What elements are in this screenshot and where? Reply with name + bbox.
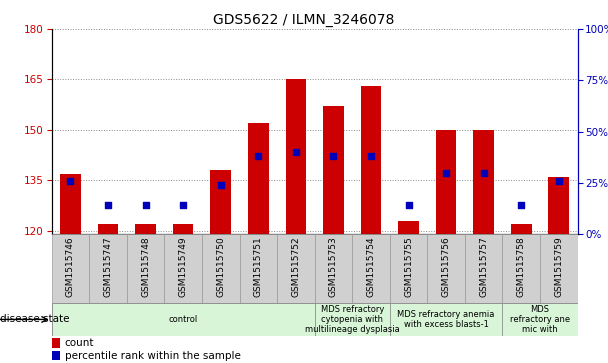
- Text: GSM1515758: GSM1515758: [517, 236, 526, 297]
- Bar: [164, 234, 202, 303]
- Bar: [127, 234, 164, 303]
- Point: [516, 203, 526, 208]
- Bar: [361, 86, 381, 234]
- Point: [328, 153, 338, 159]
- Bar: [540, 234, 578, 303]
- Bar: [98, 224, 119, 234]
- Bar: [323, 106, 344, 234]
- Bar: [315, 234, 352, 303]
- Bar: [465, 234, 502, 303]
- Point: [66, 178, 75, 184]
- Bar: [502, 234, 540, 303]
- Bar: [286, 79, 306, 234]
- Point: [254, 153, 263, 159]
- Bar: [248, 123, 269, 234]
- Point: [103, 203, 113, 208]
- Bar: [52, 338, 60, 348]
- Bar: [52, 351, 60, 360]
- Text: GDS5622 / ILMN_3246078: GDS5622 / ILMN_3246078: [213, 13, 395, 27]
- Point: [291, 149, 301, 155]
- Bar: [315, 303, 390, 336]
- Point: [554, 178, 564, 184]
- Point: [140, 203, 150, 208]
- Text: GSM1515746: GSM1515746: [66, 236, 75, 297]
- Text: GSM1515757: GSM1515757: [479, 236, 488, 297]
- Bar: [352, 234, 390, 303]
- Text: MDS refractory
cytopenia with
multilineage dysplasia: MDS refractory cytopenia with multilinea…: [305, 305, 399, 334]
- Text: GSM1515759: GSM1515759: [554, 236, 564, 297]
- Bar: [390, 303, 502, 336]
- Bar: [390, 234, 427, 303]
- Point: [404, 203, 413, 208]
- Bar: [60, 174, 81, 234]
- Point: [441, 170, 451, 176]
- Bar: [135, 224, 156, 234]
- Point: [366, 153, 376, 159]
- Bar: [436, 130, 457, 234]
- Text: percentile rank within the sample: percentile rank within the sample: [65, 351, 241, 361]
- Bar: [240, 234, 277, 303]
- Bar: [173, 224, 193, 234]
- Text: GSM1515748: GSM1515748: [141, 236, 150, 297]
- Bar: [277, 234, 315, 303]
- Point: [216, 182, 226, 188]
- Text: GSM1515752: GSM1515752: [291, 236, 300, 297]
- Text: GSM1515756: GSM1515756: [441, 236, 451, 297]
- Text: GSM1515749: GSM1515749: [179, 236, 188, 297]
- Text: GSM1515747: GSM1515747: [103, 236, 112, 297]
- Text: control: control: [168, 315, 198, 324]
- Text: MDS
refractory ane
mic with: MDS refractory ane mic with: [510, 305, 570, 334]
- Bar: [511, 224, 531, 234]
- Point: [178, 203, 188, 208]
- Text: GSM1515753: GSM1515753: [329, 236, 338, 297]
- Bar: [502, 303, 578, 336]
- Bar: [548, 177, 569, 234]
- Text: GSM1515751: GSM1515751: [254, 236, 263, 297]
- Bar: [210, 170, 231, 234]
- Bar: [398, 221, 419, 234]
- Text: GSM1515754: GSM1515754: [367, 236, 376, 297]
- Bar: [52, 303, 315, 336]
- Text: count: count: [65, 338, 94, 348]
- Bar: [202, 234, 240, 303]
- Bar: [474, 130, 494, 234]
- Text: disease state: disease state: [0, 314, 69, 325]
- Text: MDS refractory anemia
with excess blasts-1: MDS refractory anemia with excess blasts…: [398, 310, 495, 329]
- Text: GSM1515750: GSM1515750: [216, 236, 225, 297]
- Bar: [52, 234, 89, 303]
- Bar: [427, 234, 465, 303]
- Text: GSM1515755: GSM1515755: [404, 236, 413, 297]
- Point: [479, 170, 489, 176]
- Bar: [89, 234, 127, 303]
